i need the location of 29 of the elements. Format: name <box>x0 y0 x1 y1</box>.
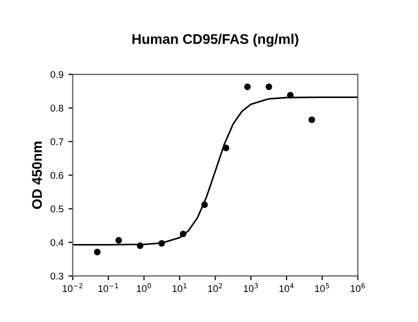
point <box>201 201 208 208</box>
y-tick-label: 0.3 <box>50 272 64 280</box>
x-tick-label: 10$^{2}$ <box>208 283 222 292</box>
x-tick-label: 10$^{5}$ <box>315 283 330 292</box>
x-tick-label: 10$^{3}$ <box>244 283 258 292</box>
x-tick-label: 10$^{1}$ <box>172 283 186 292</box>
point <box>94 248 101 256</box>
y-tick-label: 0.8 <box>50 104 64 112</box>
y-tick-label: 0.9 <box>50 71 64 78</box>
point <box>115 237 122 244</box>
y-tick-label: 0.5 <box>50 205 64 212</box>
point <box>244 84 251 90</box>
x-tick-label: 10$^{6}$ <box>350 283 365 292</box>
point <box>287 92 294 99</box>
y-tick-label: 0.6 <box>50 172 64 179</box>
point <box>180 230 186 238</box>
point <box>222 144 230 152</box>
x-tick-label: 10$^{0}$ <box>136 283 152 292</box>
point <box>136 242 144 250</box>
x-tick-label: 10$^{−2}$ <box>62 283 82 292</box>
x-tick-label: 10$^{−1}$ <box>98 283 118 292</box>
x-tick-label: 10$^{4}$ <box>280 283 294 292</box>
point <box>158 240 165 247</box>
point <box>308 116 316 124</box>
chart-title: Human CD95/FAS (ng/ml) <box>132 34 298 47</box>
y-axis-title: OD 450nm <box>32 142 42 209</box>
point <box>266 84 272 90</box>
y-tick-label: 0.4 <box>50 239 64 246</box>
y-tick-label: 0.7 <box>50 138 64 146</box>
